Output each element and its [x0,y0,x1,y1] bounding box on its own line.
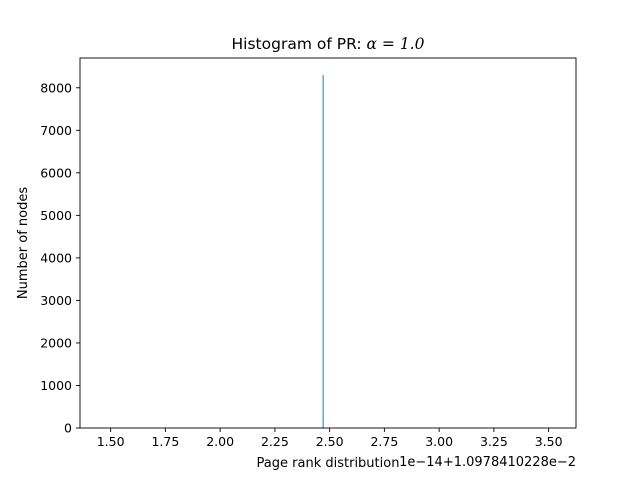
chart-title-math: α = 1.0 [367,35,425,53]
x-tick-label: 1.50 [97,434,125,449]
y-tick-label: 8000 [40,80,72,95]
y-tick-label: 3000 [40,293,72,308]
x-tick-label: 3.00 [425,434,453,449]
histogram-bar [322,75,324,428]
x-tick-label: 3.25 [480,434,508,449]
x-axis-label: Page rank distribution [257,456,400,471]
x-axis-offset-text: 1e−14+1.0978410228e−2 [399,455,576,470]
x-tick-label: 2.50 [316,434,344,449]
x-tick-label: 1.75 [151,434,179,449]
y-axis-label: Number of nodes [16,187,31,299]
x-tick-label: 3.50 [535,434,563,449]
y-tick-label: 4000 [40,250,72,265]
y-tick-label: 6000 [40,165,72,180]
x-tick-label: 2.25 [261,434,289,449]
y-tick-label: 2000 [40,335,72,350]
y-tick-label: 5000 [40,208,72,223]
y-axis: 0 1000 2000 3000 4000 5000 6000 7000 8000 [40,80,80,436]
y-tick-label: 7000 [40,123,72,138]
x-axis: 1.50 1.75 2.00 2.25 2.50 2.75 3.00 3.25 3.50 [97,428,563,449]
chart-title: Histogram of PR: α = 1.0 [232,35,425,53]
axes-frame [79,57,577,429]
x-tick-label: 2.75 [370,434,398,449]
y-tick-label: 1000 [40,378,72,393]
x-tick-label: 2.00 [206,434,234,449]
y-tick-label: 0 [64,421,72,436]
bars-layer [322,75,324,428]
chart-title-prefix: Histogram of PR: [232,35,367,53]
